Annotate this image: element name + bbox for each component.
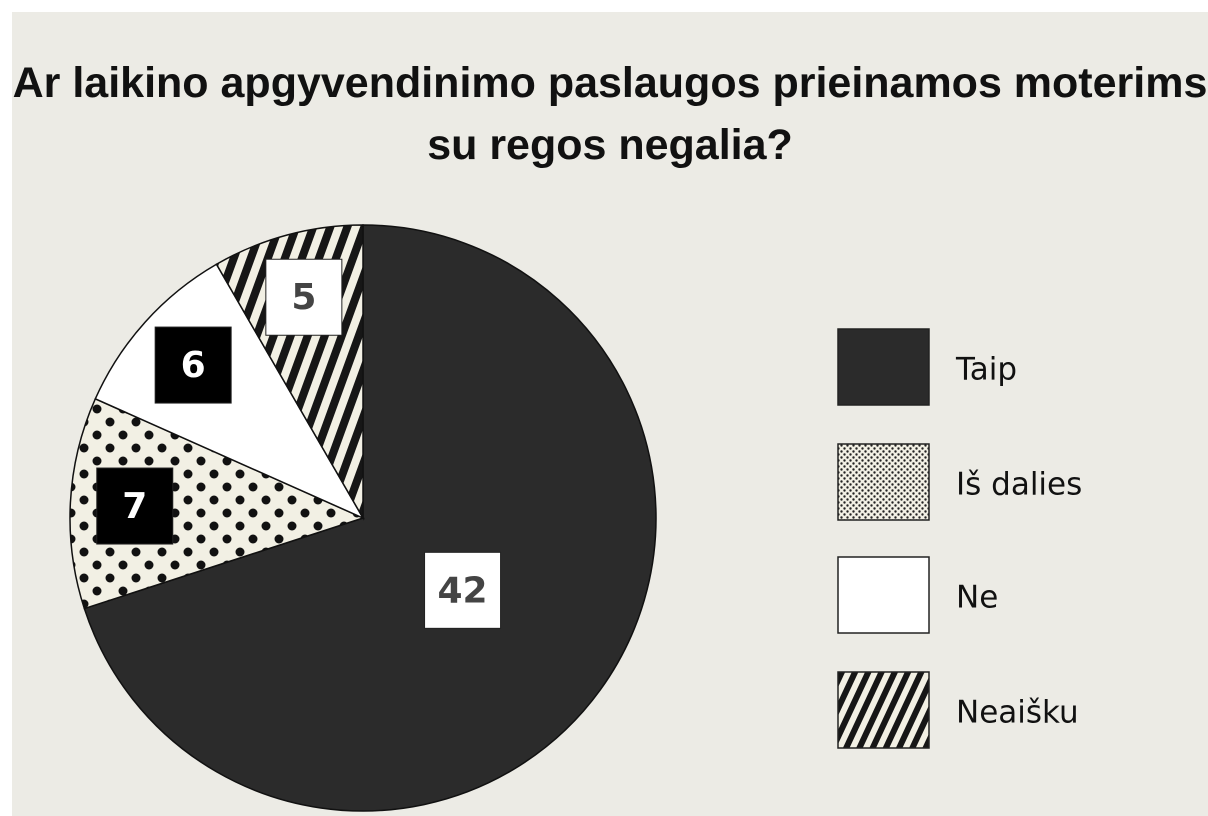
data-label-box: [265, 258, 343, 336]
data-label: 5: [291, 277, 316, 318]
data-label-box: [96, 467, 174, 545]
legend-swatch: [837, 328, 930, 406]
data-label-box: [424, 551, 502, 629]
pie-slice: [69, 397, 366, 610]
legend-label: Ne: [956, 580, 998, 616]
data-label: 42: [438, 570, 488, 611]
data-label: 7: [122, 486, 147, 527]
legend-label: Taip: [955, 352, 1017, 388]
legend-label: Neaišku: [956, 695, 1079, 731]
chart-title: Ar laikino apgyvendinimo paslaugos priei…: [12, 59, 1208, 169]
legend-swatch: [837, 443, 930, 521]
legend-swatch: [837, 556, 930, 634]
pie-slice: [83, 224, 657, 812]
data-label: 6: [181, 345, 206, 386]
data-label-box: [154, 326, 232, 404]
legend-label: Iš dalies: [956, 467, 1082, 503]
legend-swatch: [837, 671, 930, 749]
